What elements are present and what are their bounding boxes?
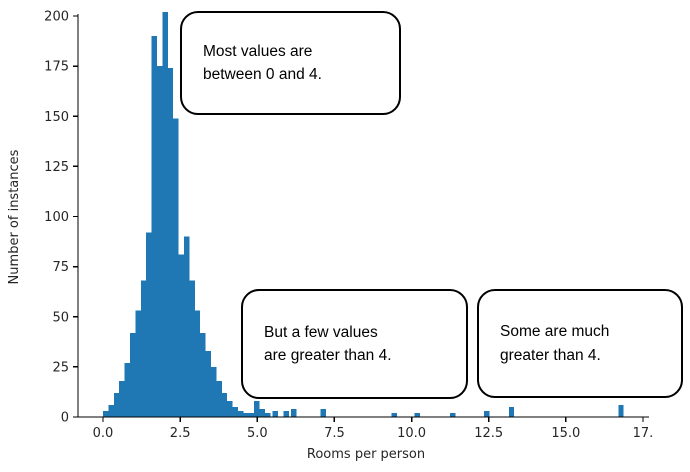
callout-text-line: Some are much (500, 323, 610, 341)
svg-text:150: 150 (44, 110, 69, 125)
callout-much-greater: Some are much greater than 4. (477, 289, 683, 398)
svg-text:75: 75 (52, 260, 69, 275)
svg-text:50: 50 (52, 310, 69, 325)
callout-text-line: But a few values (264, 323, 378, 341)
svg-text:125: 125 (44, 160, 69, 175)
svg-text:100: 100 (44, 210, 69, 225)
svg-text:0: 0 (61, 411, 69, 426)
svg-text:7.5: 7.5 (324, 426, 345, 441)
callout-few-values: But a few values are greater than 4. (241, 289, 468, 399)
x-axis-label: Rooms per person (307, 447, 425, 462)
callout-most-values: Most values are between 0 and 4. (180, 11, 401, 115)
y-axis-ticks: 0 25 50 75 100 125 150 175 200 (44, 10, 78, 426)
svg-text:0.0: 0.0 (93, 426, 114, 441)
svg-text:200: 200 (44, 10, 69, 25)
svg-text:25: 25 (52, 360, 69, 375)
svg-text:10.0: 10.0 (397, 426, 426, 441)
svg-text:5.0: 5.0 (247, 426, 268, 441)
callout-text-line: between 0 and 4. (203, 66, 322, 83)
svg-text:12.5: 12.5 (474, 426, 503, 441)
svg-text:17.: 17. (633, 426, 654, 441)
svg-text:175: 175 (44, 60, 69, 75)
svg-text:15.0: 15.0 (551, 426, 580, 441)
svg-text:2.5: 2.5 (170, 426, 191, 441)
callout-text-line: Most values are (203, 42, 313, 60)
x-axis-ticks: 0.0 2.5 5.0 7.5 10.0 12.5 15.0 17. (93, 417, 654, 441)
axes-spines (77, 14, 649, 418)
callout-text-line: greater than 4. (500, 346, 601, 364)
y-axis-label: Number of instances (7, 149, 22, 284)
callout-text-line: are greater than 4. (264, 347, 392, 364)
histogram-bars (103, 11, 624, 418)
